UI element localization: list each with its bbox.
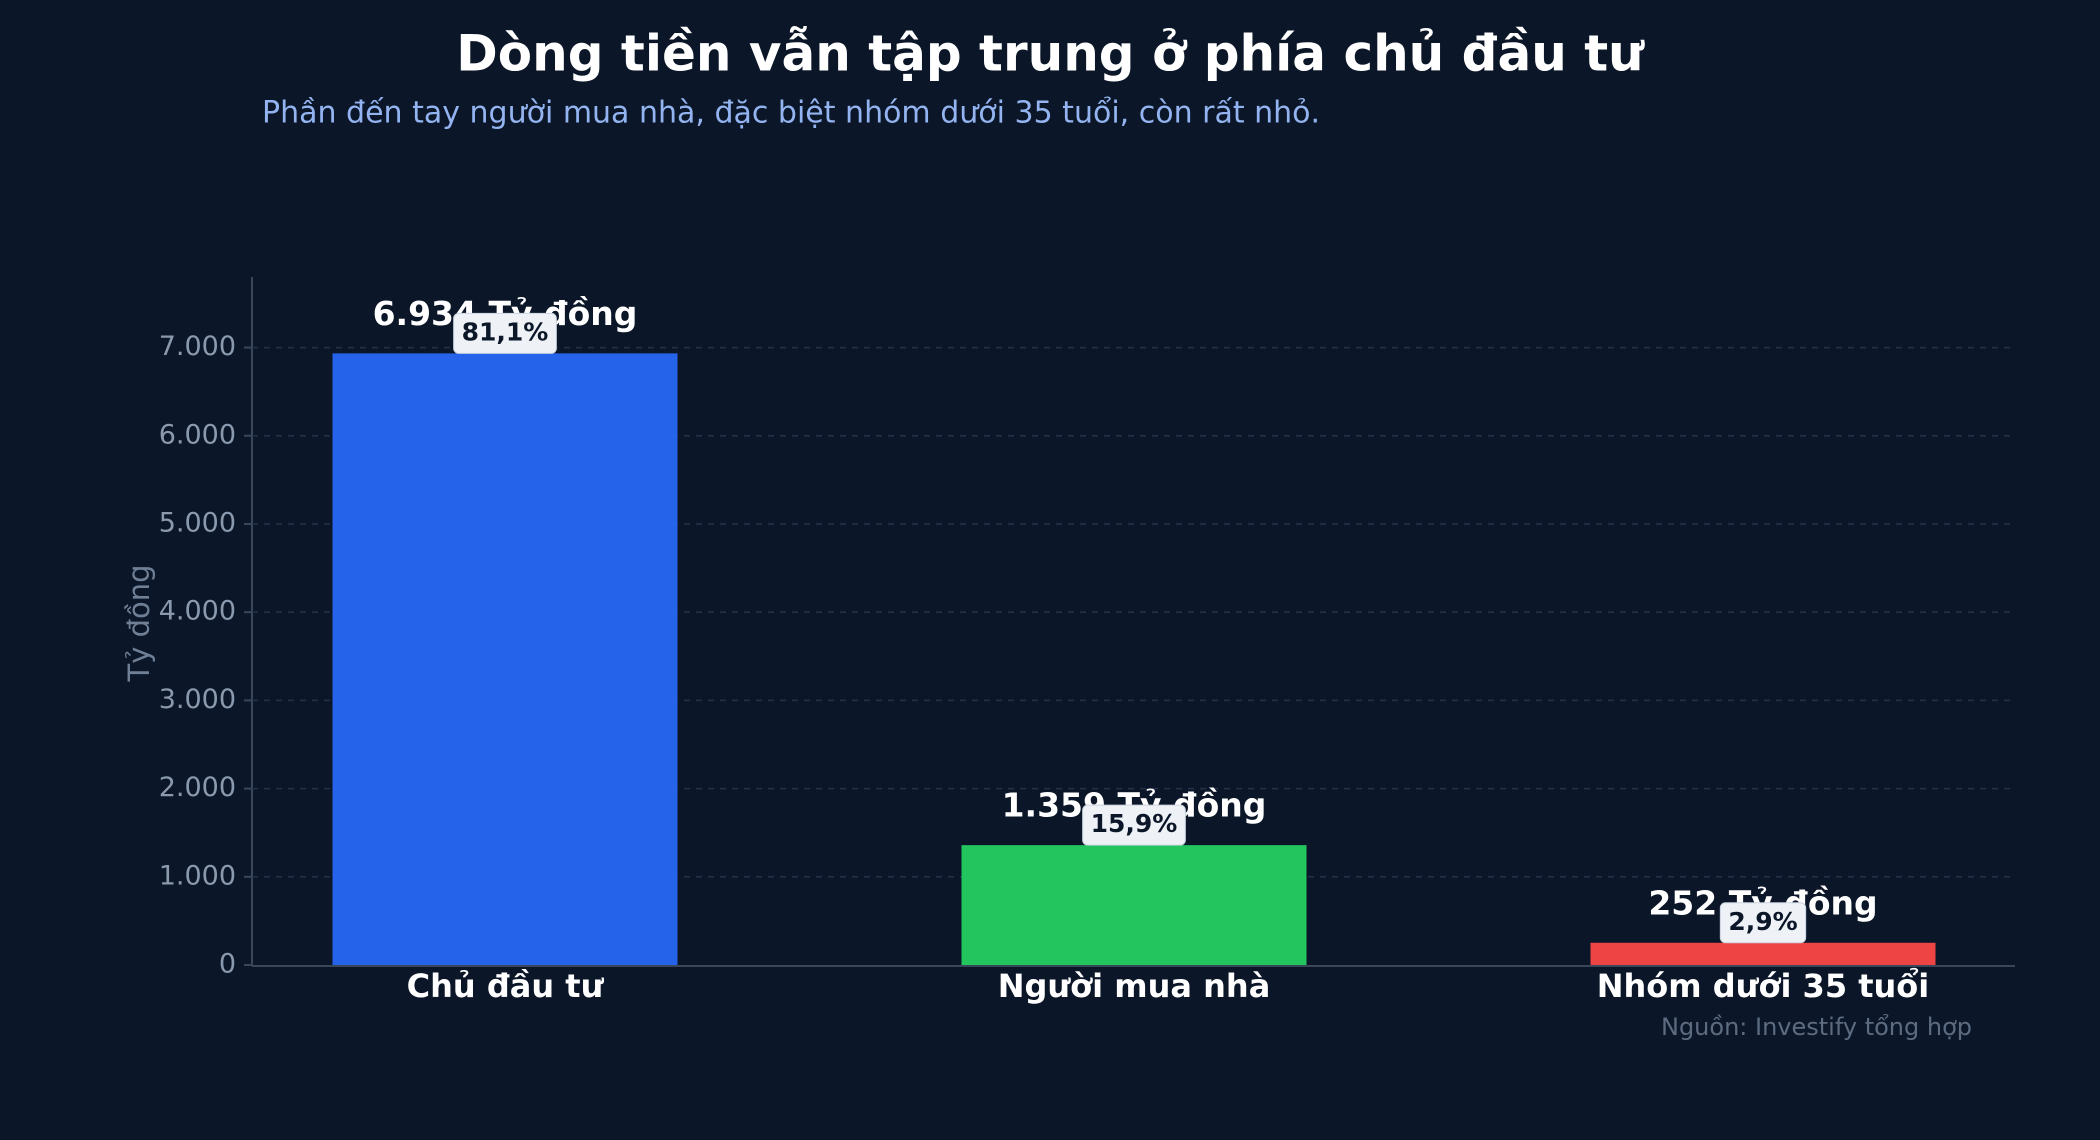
y-tick-label: 0	[219, 949, 236, 980]
bar	[961, 845, 1307, 965]
share-badge	[453, 312, 557, 354]
x-tick-label: Nhóm dưới 35 tuổi	[1597, 967, 1930, 1005]
y-tick-label: 4.000	[159, 596, 236, 627]
share-badge	[1719, 902, 1807, 944]
bar	[1590, 942, 1936, 965]
share-badge	[1082, 804, 1186, 846]
y-tick-label: 6.000	[159, 419, 236, 450]
chart-title: Dòng tiền vẫn tập trung ở phía chủ đầu t…	[456, 25, 1645, 83]
x-tick-label: Người mua nhà	[998, 967, 1271, 1005]
x-tick-label: Chủ đầu tư	[407, 967, 605, 1005]
y-tick-label: 7.000	[159, 331, 236, 362]
y-tick-label: 2.000	[159, 772, 236, 803]
y-tick-label: 5.000	[159, 507, 236, 538]
y-axis-label: Tỷ đồng	[122, 564, 156, 682]
source-note: Nguồn: Investify tổng hợp	[1661, 1013, 1972, 1041]
share-label: 81,1%	[462, 317, 549, 346]
bar	[332, 353, 678, 966]
y-tick-label: 1.000	[159, 860, 236, 891]
y-tick-label: 3.000	[159, 684, 236, 715]
share-label: 2,9%	[1728, 907, 1797, 936]
chart-subtitle: Phần đến tay người mua nhà, đặc biệt nhó…	[262, 95, 1320, 131]
share-label: 15,9%	[1091, 809, 1178, 838]
